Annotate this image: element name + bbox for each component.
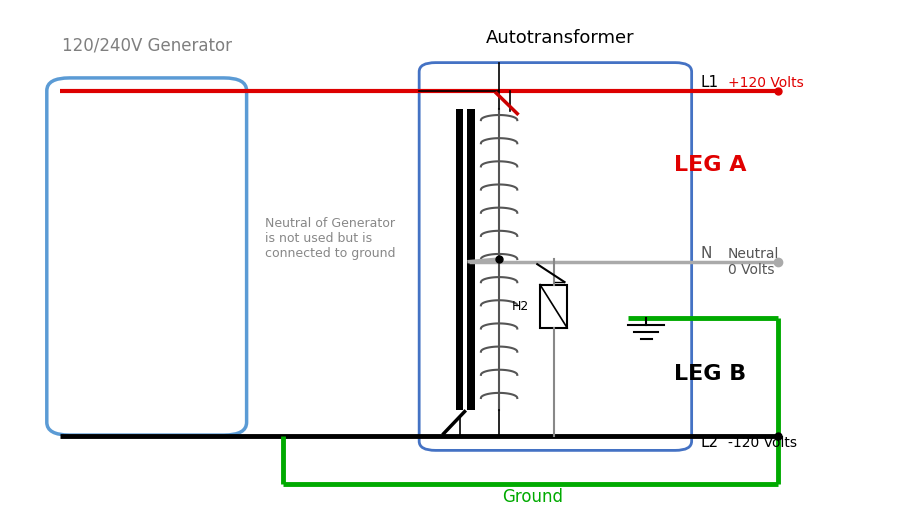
Text: Neutral
0 Volts: Neutral 0 Volts bbox=[728, 247, 779, 277]
Text: N: N bbox=[701, 246, 712, 262]
Text: Autotransformer: Autotransformer bbox=[486, 29, 634, 47]
FancyBboxPatch shape bbox=[419, 63, 691, 450]
Text: Ground: Ground bbox=[502, 488, 563, 506]
Text: Neutral of Generator
is not used but is
connected to ground: Neutral of Generator is not used but is … bbox=[265, 217, 395, 260]
Text: L1: L1 bbox=[701, 74, 719, 89]
Text: -120 Volts: -120 Volts bbox=[728, 436, 797, 450]
Text: +120 Volts: +120 Volts bbox=[728, 76, 804, 90]
Text: LEG A: LEG A bbox=[673, 154, 746, 174]
Text: H2: H2 bbox=[512, 300, 529, 313]
FancyBboxPatch shape bbox=[46, 78, 247, 435]
Bar bbox=[467, 109, 475, 409]
Bar bbox=[456, 109, 463, 409]
Text: 120/240V Generator: 120/240V Generator bbox=[62, 37, 231, 55]
Text: L2: L2 bbox=[701, 435, 719, 450]
Bar bbox=[540, 285, 568, 328]
Text: LEG B: LEG B bbox=[673, 364, 746, 384]
